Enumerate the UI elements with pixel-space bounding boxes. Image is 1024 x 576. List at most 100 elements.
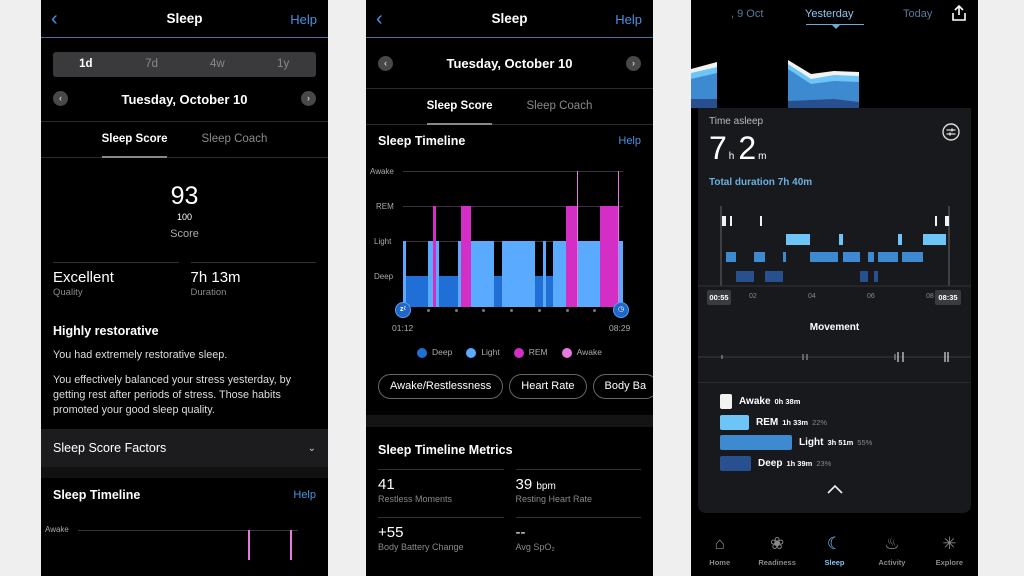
home-icon: ⌂ (714, 534, 725, 553)
timeline-help-link[interactable]: Help (618, 135, 641, 147)
breakdown-deep: Deep 1h 39m 23% (720, 456, 831, 471)
sprout-icon: ❀ (769, 534, 785, 553)
range-7d[interactable]: 7d (145, 58, 159, 70)
range-1y[interactable]: 1y (277, 58, 290, 70)
tick-06: 06 (867, 293, 875, 300)
chevron-down-icon: ⌄ (307, 442, 316, 454)
back-chevron-icon[interactable]: ‹ (376, 8, 383, 30)
chevron-up-icon[interactable] (827, 484, 843, 494)
nav-header: ‹ Sleep Help (41, 0, 328, 38)
nav-home[interactable]: ⌂ Home (691, 526, 748, 576)
factors-label: Sleep Score Factors (53, 441, 167, 455)
timeline-segment-light (542, 241, 546, 307)
axis-label-rem: REM (376, 202, 394, 211)
legend-awake: Awake (561, 347, 602, 358)
movement-chart (698, 352, 971, 362)
axis-label-deep: Deep (374, 272, 394, 281)
range-1d[interactable]: 1d (79, 58, 93, 70)
garmin-sleep-score-screen: ‹ Sleep Help 1d 7d 4w 1y ‹ Tuesday, Octo… (41, 0, 328, 576)
breakdown-rem: REM 1h 33m 22% (720, 415, 827, 430)
tab-bar: Sleep Score Sleep Coach (41, 121, 328, 158)
timeline-segment-light (618, 241, 623, 307)
timeline-segment-light (471, 241, 495, 307)
end-time: 08:29 (609, 323, 631, 333)
timeline-segment-light (458, 241, 462, 307)
tick-08: 08 (926, 293, 934, 300)
date-next[interactable]: Today (903, 8, 933, 20)
timeline-segment-deep (535, 276, 543, 307)
score-value: 93 (170, 182, 199, 210)
timeline-segment-deep (546, 276, 553, 307)
metric-resting-heart-rate: 39 bpm Resting Heart Rate (515, 468, 641, 517)
metric-avg-spo2: -- Avg SpO₂ (515, 516, 641, 565)
nav-explore[interactable]: ✳ Explore (921, 526, 978, 576)
moon-icon: ☾ (826, 534, 843, 553)
date-current[interactable]: Yesterday (805, 8, 854, 20)
date-carousel: , 9 Oct Yesterday Today (691, 0, 978, 30)
pill-heart-rate[interactable]: Heart Rate (509, 373, 587, 399)
tab-bar: Sleep Score Sleep Coach (366, 88, 653, 125)
next-day-icon[interactable]: › (301, 91, 316, 106)
legend-light: Light (466, 347, 500, 358)
hypnogram-chart (698, 206, 971, 287)
chart-legend: Deep Light REM Awake (366, 347, 653, 358)
section-gap (41, 467, 328, 478)
zzz-icon: zᶻ (395, 302, 411, 318)
tab-sleep-score[interactable]: Sleep Score (426, 88, 492, 125)
pill-body-battery[interactable]: Body Ba (592, 373, 653, 399)
nav-activity[interactable]: ♨ Activity (863, 526, 920, 576)
prev-day-icon[interactable]: ‹ (378, 56, 393, 71)
timeline-segment-light (428, 241, 433, 307)
quality-stat: Excellent Quality (53, 262, 179, 298)
tab-sleep-score[interactable]: Sleep Score (101, 121, 167, 158)
timeline-segment-deep (439, 276, 458, 307)
quality-label: Quality (53, 287, 83, 298)
timeline-segment-rem (599, 206, 619, 307)
date-label: Tuesday, October 10 (121, 91, 248, 107)
share-icon[interactable] (950, 4, 968, 22)
start-time: 01:12 (392, 323, 414, 333)
chart-filter-pills: Awake/Restlessness Heart Rate Body Ba (366, 373, 653, 399)
timeline-help-link[interactable]: Help (293, 489, 316, 501)
timeline-segment-light (502, 241, 535, 307)
quality-value: Excellent (53, 269, 114, 286)
sleep-end-time: 08:35 (935, 290, 961, 305)
next-day-icon[interactable]: › (626, 56, 641, 71)
insight-title: Highly restorative (53, 324, 159, 338)
sleep-start-time: 00:55 (707, 290, 731, 305)
tab-sleep-coach[interactable]: Sleep Coach (201, 133, 268, 145)
sleep-timeline-chart: Awake REM Light Deep zᶻ ◷ 01:12 08:29 (366, 157, 653, 347)
insight-p1: You had extremely restorative sleep. (53, 349, 228, 361)
time-dots (402, 309, 621, 312)
help-link[interactable]: Help (290, 12, 317, 27)
metric-restless-moments: 41 Restless Moments (378, 468, 504, 517)
date-prev[interactable]: , 9 Oct (731, 8, 764, 20)
time-asleep-label: Time asleep (709, 116, 764, 127)
prev-day-icon[interactable]: ‹ (53, 91, 68, 106)
timeline-segment-light (552, 241, 566, 307)
filter-sliders-icon[interactable] (942, 123, 960, 141)
metric-body-battery-change: +55 Body Battery Change (378, 516, 504, 565)
alarm-icon: ◷ (613, 302, 629, 318)
pill-awake-restlessness[interactable]: Awake/Restlessness (378, 373, 504, 399)
section-gap (366, 414, 653, 427)
range-selector: 1d 7d 4w 1y (53, 52, 316, 77)
nav-sleep[interactable]: ☾ Sleep (806, 526, 863, 576)
trend-area-chart (691, 60, 859, 108)
timeline-segment-awake (617, 171, 620, 307)
sleep-score-factors-row[interactable]: Sleep Score Factors ⌄ (41, 429, 328, 467)
range-4w[interactable]: 4w (210, 58, 225, 70)
timeline-segment-rem (461, 206, 472, 307)
movement-label: Movement (809, 322, 860, 333)
back-chevron-icon[interactable]: ‹ (51, 8, 58, 30)
timeline-segment-deep (494, 276, 502, 307)
insight: Highly restorative You had extremely res… (41, 324, 328, 418)
bottom-nav: ⌂ Home ❀ Readiness ☾ Sleep ♨ Activity ✳ Explo… (691, 526, 978, 576)
tab-sleep-coach[interactable]: Sleep Coach (526, 100, 593, 112)
timeline-segment-light (403, 241, 407, 307)
nav-readiness[interactable]: ❀ Readiness (748, 526, 805, 576)
help-link[interactable]: Help (615, 12, 642, 27)
timeline-title: Sleep Timeline (378, 134, 466, 148)
sparkle-icon: ✳ (942, 534, 957, 553)
